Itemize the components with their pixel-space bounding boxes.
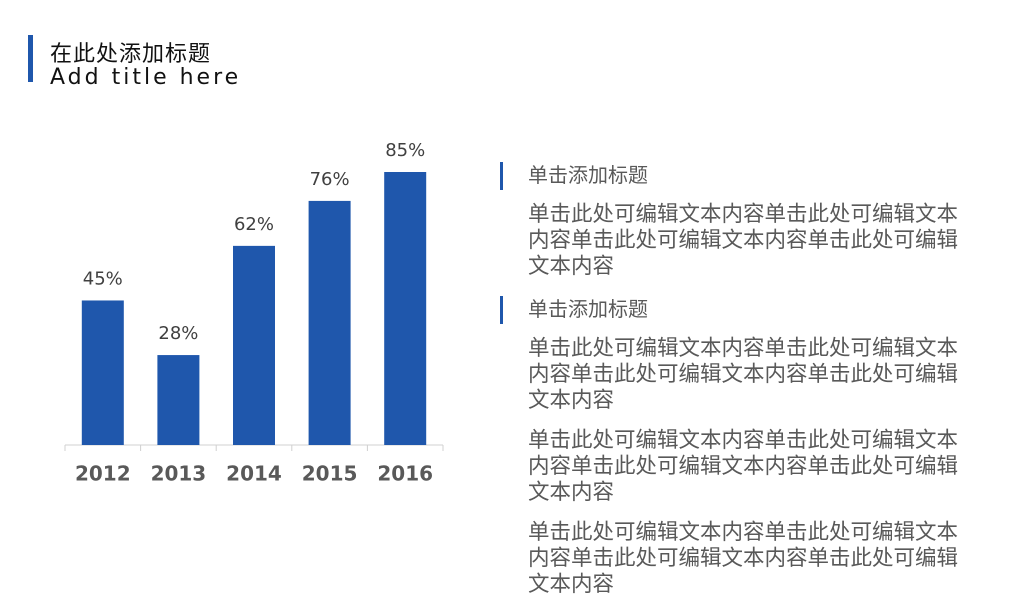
text-block: 单击添加标题单击此处可编辑文本内容单击此处可编辑文本内容单击此处可编辑文本内容单… bbox=[500, 294, 980, 598]
block-text: 单击此处可编辑文本内容单击此处可编辑文本内容单击此处可编辑文本内容单击此处可编辑… bbox=[528, 202, 959, 279]
chart: 45% 2012 28% 2013 62% 2014 76% 2015 85% 2016 bbox=[64, 140, 444, 486]
value-label: 76% bbox=[310, 169, 350, 190]
x-tick-label: 2016 bbox=[377, 462, 433, 486]
value-label: 45% bbox=[83, 268, 123, 289]
value-label: 85% bbox=[385, 140, 425, 161]
value-label: 28% bbox=[158, 323, 198, 344]
x-tick-label: 2015 bbox=[302, 462, 358, 486]
text-blocks: 单击添加标题单击此处可编辑文本内容单击此处可编辑文本内容单击此处可编辑文本内容单… bbox=[500, 160, 980, 612]
heading-accent bbox=[500, 296, 503, 324]
slide: 在此处添加标题 Add title here 45% 2012 28% 2013 62%… bbox=[28, 35, 959, 597]
value-label: 62% bbox=[234, 214, 274, 235]
x-tick-label: 2013 bbox=[151, 462, 207, 486]
slide-title: 在此处添加标题 bbox=[50, 42, 212, 67]
block-heading: 单击添加标题 bbox=[528, 163, 648, 187]
text-block: 单击添加标题单击此处可编辑文本内容单击此处可编辑文本内容单击此处可编辑文本内容单… bbox=[500, 160, 980, 280]
block-text: 单击此处可编辑文本内容单击此处可编辑文本内容单击此处可编辑文本内容单击此处可编辑… bbox=[528, 428, 959, 505]
block-text: 单击此处可编辑文本内容单击此处可编辑文本内容单击此处可编辑文本内容单击此处可编辑… bbox=[528, 520, 959, 597]
block-text: 单击此处可编辑文本内容单击此处可编辑文本内容单击此处可编辑文本内容单击此处可编辑… bbox=[528, 336, 959, 413]
bar bbox=[233, 245, 275, 445]
bar bbox=[81, 300, 124, 445]
x-tick-label: 2012 bbox=[75, 462, 131, 486]
bar bbox=[308, 200, 351, 445]
title-accent bbox=[28, 35, 33, 82]
heading-accent bbox=[500, 162, 503, 190]
bar bbox=[157, 355, 200, 445]
bar bbox=[384, 172, 427, 445]
slide-subtitle: Add title here bbox=[50, 65, 242, 90]
block-heading: 单击添加标题 bbox=[528, 297, 648, 321]
x-tick-label: 2014 bbox=[226, 462, 282, 486]
